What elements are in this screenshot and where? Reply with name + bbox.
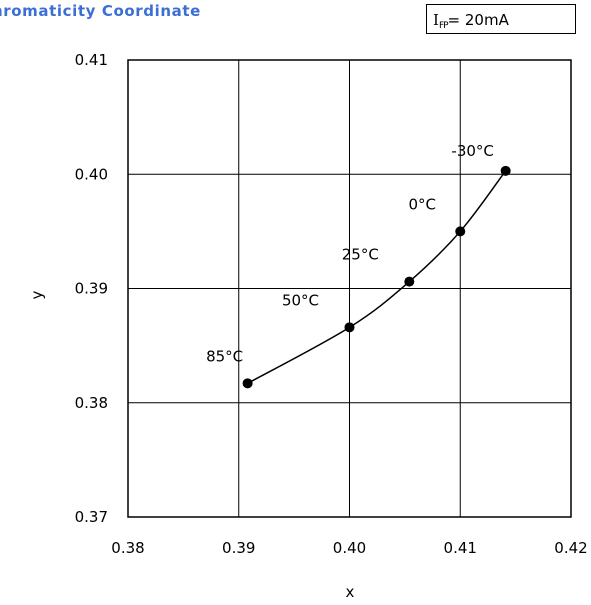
data-point	[404, 276, 415, 287]
plot-frame	[127, 59, 572, 518]
grid-lines	[128, 60, 571, 517]
y-tick-label: 0.37	[75, 508, 108, 526]
y-tick-label: 0.41	[75, 51, 108, 69]
x-tick-label: 0.38	[111, 539, 144, 557]
point-label: 85°C	[206, 347, 243, 365]
x-tick-label: 0.39	[222, 539, 255, 557]
condition-subscript: FP	[438, 21, 449, 31]
x-tick-label: 0.42	[554, 539, 587, 557]
condition-box: IFP= 20mA	[426, 4, 576, 34]
data-point	[500, 165, 511, 176]
point-label: 0°C	[408, 195, 436, 213]
point-label: 25°C	[342, 246, 379, 264]
y-axis-label: y	[28, 290, 46, 299]
point-label: 50°C	[282, 291, 319, 309]
chart-title: hromaticity Coordinate	[0, 2, 201, 20]
series-line	[247, 170, 507, 384]
y-tick-label: 0.38	[75, 394, 108, 412]
x-tick-label: 0.40	[333, 539, 366, 557]
point-labels: 85°C 50°C 25°C 0°C -30°C	[206, 142, 494, 366]
y-tick-label: 0.39	[75, 280, 108, 298]
x-axis-label: x	[346, 583, 355, 601]
point-label: -30°C	[451, 142, 493, 160]
data-markers	[242, 165, 511, 389]
condition-value: = 20mA	[447, 11, 509, 29]
data-point	[344, 322, 355, 333]
data-point	[455, 226, 466, 237]
condition-symbol: I	[433, 11, 439, 29]
data-point	[242, 378, 253, 389]
y-tick-label: 0.40	[75, 165, 108, 183]
x-tick-label: 0.41	[444, 539, 477, 557]
tick-labels: 0.38 0.39 0.40 0.41 0.420.370.380.390.400.41	[75, 51, 588, 557]
